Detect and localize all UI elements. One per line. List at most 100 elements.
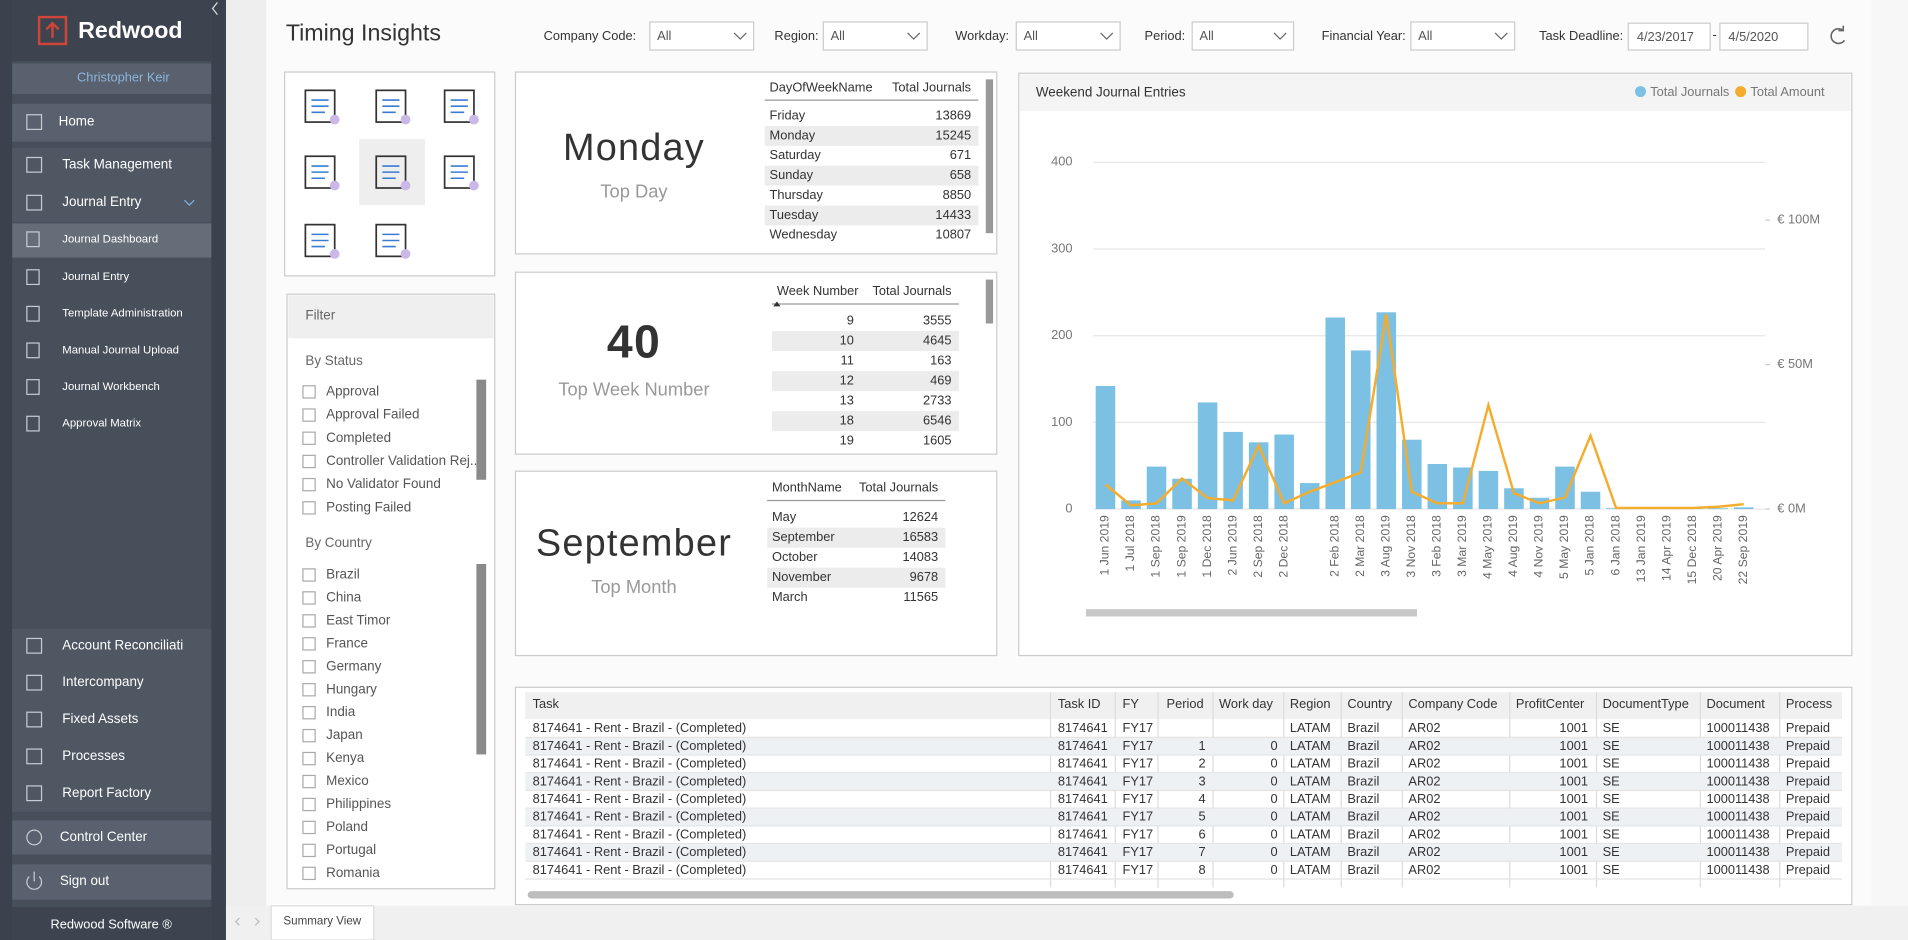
sort-indicator bbox=[773, 301, 781, 307]
table-cell: FY17 bbox=[1123, 791, 1154, 806]
nav-item[interactable]: Home bbox=[59, 114, 95, 129]
table-header[interactable]: Country bbox=[1347, 696, 1392, 711]
bar[interactable] bbox=[1095, 385, 1116, 510]
nav-item[interactable]: Journal Entry bbox=[62, 271, 129, 283]
bar[interactable] bbox=[1197, 402, 1218, 510]
tab[interactable] bbox=[270, 905, 375, 940]
brand-bar bbox=[12, 0, 212, 62]
checkbox[interactable] bbox=[302, 637, 316, 651]
table-header[interactable]: Task ID bbox=[1058, 696, 1101, 711]
tile-icon[interactable] bbox=[375, 89, 407, 123]
tile-icon[interactable] bbox=[304, 155, 336, 189]
nav-item[interactable]: Processes bbox=[62, 748, 125, 763]
nav-item[interactable]: Journal Entry bbox=[62, 194, 141, 209]
checkbox[interactable] bbox=[302, 591, 316, 605]
filter-option: France bbox=[326, 635, 368, 650]
nav-item[interactable]: Sign out bbox=[60, 873, 110, 888]
tile-icon[interactable] bbox=[304, 223, 336, 258]
nav-item[interactable]: Template Administration bbox=[62, 308, 182, 320]
checkbox[interactable] bbox=[302, 408, 316, 422]
checkbox[interactable] bbox=[302, 751, 316, 766]
chart-scrollbar[interactable] bbox=[1085, 609, 1417, 617]
date-input[interactable] bbox=[1627, 22, 1711, 51]
bar[interactable] bbox=[1504, 488, 1524, 510]
table-scrollbar[interactable] bbox=[527, 891, 1234, 899]
legend-label[interactable]: Total Amount bbox=[1750, 84, 1825, 99]
bar[interactable] bbox=[1427, 463, 1448, 510]
tile-icon[interactable] bbox=[443, 155, 475, 189]
bar[interactable] bbox=[1478, 470, 1499, 510]
bar[interactable] bbox=[1223, 431, 1243, 510]
nav-item[interactable]: Intercompany bbox=[62, 674, 144, 689]
nav-item[interactable]: Fixed Assets bbox=[62, 711, 138, 726]
checkbox[interactable] bbox=[302, 728, 316, 743]
checkbox[interactable] bbox=[302, 797, 316, 812]
checkbox[interactable] bbox=[302, 477, 316, 492]
checkbox[interactable] bbox=[302, 843, 316, 858]
bar[interactable] bbox=[1274, 434, 1294, 510]
nav-item[interactable]: Journal Workbench bbox=[62, 381, 160, 393]
card-table-header: Total Journals bbox=[872, 283, 951, 298]
bar[interactable] bbox=[1708, 508, 1728, 510]
nav-icon bbox=[26, 305, 40, 322]
bar[interactable] bbox=[1376, 312, 1397, 510]
nav-item[interactable]: Control Center bbox=[60, 829, 148, 844]
checkbox[interactable] bbox=[302, 454, 316, 469]
bar[interactable] bbox=[1555, 466, 1575, 510]
nav-item[interactable]: Report Factory bbox=[62, 785, 151, 800]
date-input[interactable] bbox=[1719, 22, 1809, 51]
checkbox[interactable] bbox=[302, 660, 316, 674]
bar[interactable] bbox=[1172, 478, 1192, 510]
checkbox[interactable] bbox=[302, 705, 316, 720]
bar[interactable] bbox=[1350, 350, 1371, 510]
tile-icon[interactable] bbox=[375, 155, 407, 189]
table-header[interactable]: DocumentType bbox=[1603, 696, 1689, 711]
dropdown-chevron bbox=[733, 32, 747, 40]
tile-icon[interactable] bbox=[443, 89, 475, 123]
checkbox[interactable] bbox=[302, 866, 316, 881]
checkbox[interactable] bbox=[302, 568, 316, 582]
table-header[interactable]: ProfitCenter bbox=[1516, 696, 1585, 711]
card-cell: 19 bbox=[840, 433, 854, 448]
tab-nav[interactable] bbox=[234, 917, 260, 926]
table-cell: FY17 bbox=[1123, 844, 1154, 859]
checkbox[interactable] bbox=[302, 385, 316, 399]
bar[interactable] bbox=[1580, 491, 1601, 510]
nav-item[interactable]: Approval Matrix bbox=[62, 418, 141, 430]
bar[interactable] bbox=[1733, 507, 1754, 510]
tile-icon-badge bbox=[469, 180, 479, 191]
nav-icon bbox=[26, 829, 43, 846]
refresh-icon[interactable] bbox=[1830, 25, 1846, 45]
table-cell: Prepaid bbox=[1786, 844, 1830, 859]
tile-icon[interactable] bbox=[375, 223, 407, 258]
brand-icon bbox=[37, 15, 68, 46]
table-header[interactable]: Document bbox=[1706, 696, 1765, 711]
table-header[interactable]: Period bbox=[1167, 696, 1204, 711]
checkbox[interactable] bbox=[302, 820, 316, 835]
table-cell: 100011438 bbox=[1706, 862, 1769, 877]
legend-label[interactable]: Total Journals bbox=[1650, 84, 1729, 99]
table-header[interactable]: Work day bbox=[1219, 696, 1273, 711]
bar[interactable] bbox=[1325, 317, 1346, 510]
checkbox[interactable] bbox=[302, 774, 316, 789]
bar[interactable] bbox=[1453, 467, 1473, 510]
checkbox[interactable] bbox=[302, 614, 316, 628]
nav-item[interactable]: Manual Journal Upload bbox=[62, 344, 179, 356]
checkbox[interactable] bbox=[302, 683, 316, 697]
collapse-toggle[interactable] bbox=[211, 2, 218, 16]
table-header[interactable]: Task bbox=[533, 696, 560, 711]
filter-option: Romania bbox=[326, 865, 380, 880]
table-header[interactable]: Process bbox=[1786, 696, 1832, 711]
nav-item[interactable]: Task Management bbox=[62, 156, 172, 171]
tile-icon[interactable] bbox=[304, 89, 336, 123]
bar[interactable] bbox=[1248, 442, 1269, 510]
table-header[interactable]: Region bbox=[1290, 696, 1331, 711]
checkbox[interactable] bbox=[302, 501, 316, 515]
filter-option: China bbox=[326, 589, 362, 604]
nav-item[interactable]: Journal Dashboard bbox=[62, 233, 158, 245]
table-header[interactable]: FY bbox=[1123, 696, 1140, 711]
table-header[interactable]: Company Code bbox=[1408, 696, 1497, 711]
table-cell: 0 bbox=[1271, 791, 1278, 806]
checkbox[interactable] bbox=[302, 431, 316, 445]
nav-item[interactable]: Account Reconciliati bbox=[62, 637, 183, 652]
